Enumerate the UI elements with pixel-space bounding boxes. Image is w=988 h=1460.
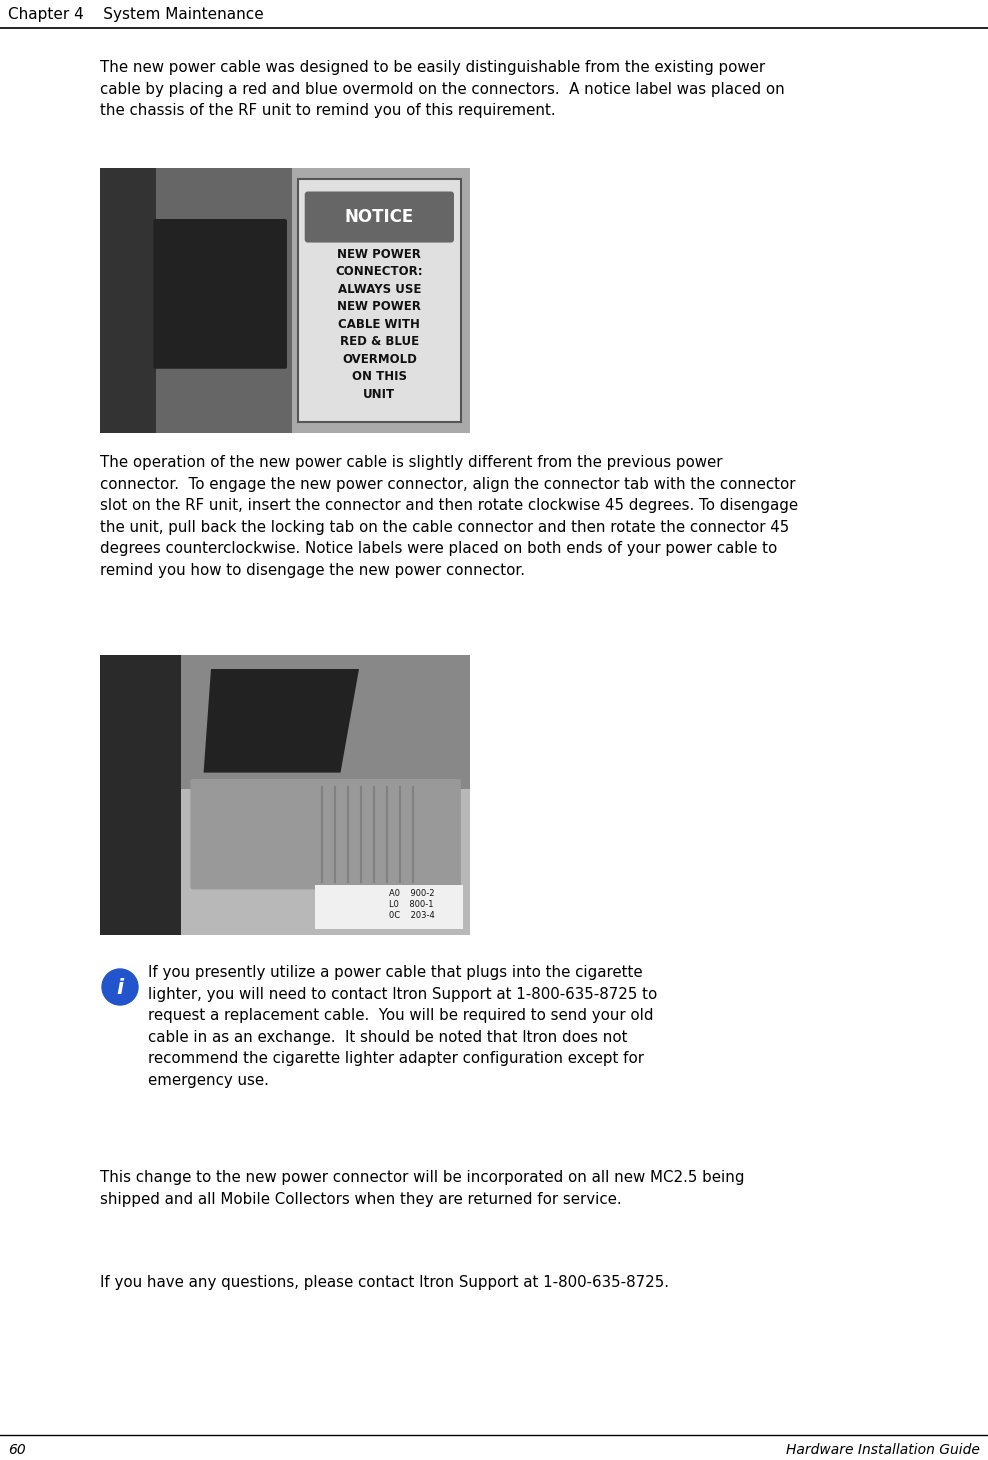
Text: If you have any questions, please contact Itron Support at 1-800-635-8725.: If you have any questions, please contac… <box>100 1275 669 1291</box>
Polygon shape <box>204 669 359 772</box>
Text: NOTICE: NOTICE <box>345 207 414 226</box>
FancyBboxPatch shape <box>100 656 182 934</box>
Text: i: i <box>117 978 124 999</box>
Text: Chapter 4    System Maintenance: Chapter 4 System Maintenance <box>8 6 264 22</box>
FancyBboxPatch shape <box>191 780 460 889</box>
FancyBboxPatch shape <box>100 168 155 434</box>
Text: The operation of the new power cable is slightly different from the previous pow: The operation of the new power cable is … <box>100 456 798 578</box>
FancyBboxPatch shape <box>304 191 453 242</box>
Circle shape <box>102 969 138 1004</box>
Text: Hardware Installation Guide: Hardware Installation Guide <box>786 1442 980 1457</box>
Text: This change to the new power connector will be incorporated on all new MC2.5 bei: This change to the new power connector w… <box>100 1169 745 1206</box>
FancyBboxPatch shape <box>100 168 292 434</box>
FancyBboxPatch shape <box>100 168 470 434</box>
FancyBboxPatch shape <box>182 656 470 790</box>
FancyBboxPatch shape <box>153 219 287 369</box>
FancyBboxPatch shape <box>100 656 470 934</box>
FancyBboxPatch shape <box>314 885 462 930</box>
Text: A0    900-2
L0    800-1
0C    203-4: A0 900-2 L0 800-1 0C 203-4 <box>388 889 435 920</box>
FancyBboxPatch shape <box>298 178 460 422</box>
Text: 60: 60 <box>8 1442 26 1457</box>
Text: The new power cable was designed to be easily distinguishable from the existing : The new power cable was designed to be e… <box>100 60 784 118</box>
Text: If you presently utilize a power cable that plugs into the cigarette
lighter, yo: If you presently utilize a power cable t… <box>148 965 657 1088</box>
Text: NEW POWER
CONNECTOR:
ALWAYS USE
NEW POWER
CABLE WITH
RED & BLUE
OVERMOLD
ON THIS: NEW POWER CONNECTOR: ALWAYS USE NEW POWE… <box>336 248 423 400</box>
